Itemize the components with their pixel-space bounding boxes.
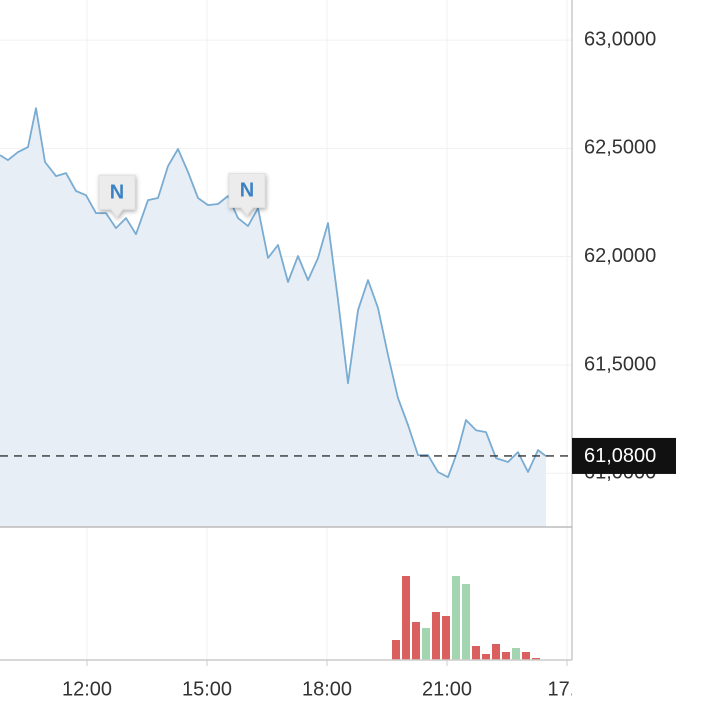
y-tick-label: 61,5000 bbox=[584, 353, 656, 375]
last-price-box bbox=[572, 437, 676, 474]
volume-bar bbox=[492, 644, 500, 660]
volume-bar bbox=[502, 652, 510, 660]
volume-bar bbox=[512, 648, 520, 660]
x-tick-label: 15:00 bbox=[182, 678, 232, 700]
x-tick-labels: 12:00 15:00 18:00 21:00 17.1 bbox=[62, 678, 587, 700]
marker-text: N bbox=[110, 181, 124, 203]
x-tick-label: 18:00 bbox=[302, 678, 352, 700]
line bbox=[0, 107, 547, 479]
y-tick-label: 62,0000 bbox=[584, 245, 656, 267]
labels: 63,000062,500062,000061,500061,000012:00… bbox=[0, 28, 676, 700]
news-marker: N bbox=[98, 174, 136, 218]
y-tick-label: 63,0000 bbox=[584, 28, 656, 50]
area bbox=[0, 108, 546, 527]
marker-box bbox=[98, 174, 136, 218]
news-marker: N bbox=[228, 172, 266, 217]
volume-bar bbox=[432, 612, 440, 660]
volume-bar bbox=[402, 576, 410, 660]
marker-box bbox=[228, 172, 266, 217]
x-tick-label: 21:00 bbox=[422, 678, 472, 700]
volume-bar bbox=[392, 640, 400, 660]
volume-bar bbox=[452, 576, 460, 660]
volume-bar bbox=[442, 616, 450, 660]
x-tick-label: 17.1 bbox=[548, 678, 587, 700]
volume-bar bbox=[482, 654, 490, 660]
volume-bar bbox=[522, 652, 530, 660]
marker-text: N bbox=[240, 180, 254, 202]
volume-bar bbox=[422, 628, 430, 660]
y-tick-label: 62,5000 bbox=[584, 137, 656, 159]
x-tick-label: 12:00 bbox=[62, 678, 112, 700]
volume-bar bbox=[532, 658, 540, 660]
volume-bar bbox=[462, 584, 470, 660]
volume-bar bbox=[472, 646, 480, 660]
volume-bar bbox=[412, 622, 420, 660]
last-price-label: 61,0800 bbox=[584, 445, 656, 467]
